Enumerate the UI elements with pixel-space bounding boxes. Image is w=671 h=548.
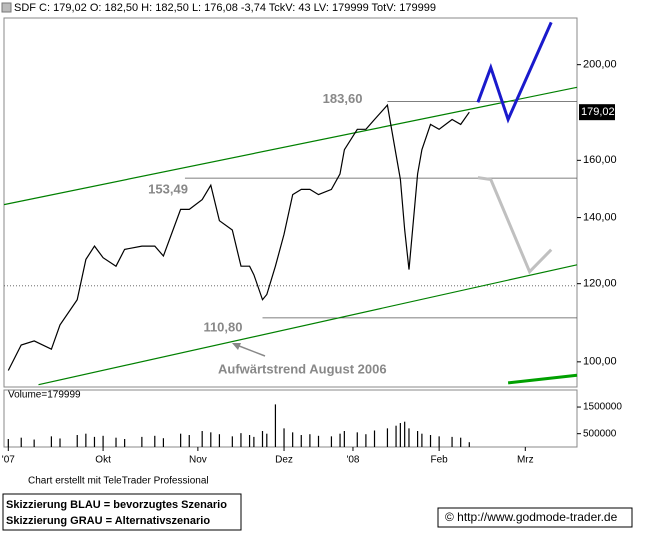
volume-bar (343, 431, 345, 447)
y-tick-label: 1500000 (583, 402, 622, 413)
volume-bar (231, 436, 233, 447)
volume-bar (124, 439, 126, 447)
volume-bar (283, 428, 285, 447)
copyright: © http://www.godmode-trader.de (445, 510, 618, 524)
y-tick-label: 160,00 (583, 154, 617, 166)
volume-bar (386, 428, 389, 447)
y-tick-label: 120,00 (583, 278, 617, 290)
volume-bar (218, 434, 221, 447)
volume-bar (274, 404, 277, 447)
volume-bar (93, 436, 96, 447)
x-tick-label: Dez (275, 455, 293, 466)
volume-bar (115, 437, 117, 447)
y-tick-label: 140,00 (583, 211, 617, 223)
volume-bar (85, 433, 87, 447)
x-tick-label: '08 (346, 455, 359, 466)
volume-bar (365, 434, 367, 447)
volume-panel (3, 389, 578, 448)
volume-bar (253, 436, 255, 447)
volume-bar (20, 437, 22, 447)
volume-bar (102, 435, 104, 447)
level-label: 110,80 (203, 319, 242, 334)
volume-bar (248, 435, 251, 447)
legend-box (2, 493, 242, 531)
volume-bar (438, 436, 440, 447)
volume-bar (451, 436, 453, 447)
x-tick-label: Nov (189, 455, 207, 466)
trend-label: Aufwärtstrend August 2006 (218, 361, 387, 376)
trend-line (476, 21, 553, 124)
level-label: 153,49 (148, 182, 188, 197)
volume-bar (50, 436, 52, 447)
volume-bar (356, 432, 358, 447)
volume-bar (76, 435, 78, 447)
copyright-box (437, 507, 633, 528)
trend-line (507, 373, 578, 385)
volume-bar (339, 433, 341, 447)
volume-bar (330, 436, 333, 447)
legend-line: Skizzierung BLAU = bevorzugtes Szenario (6, 499, 227, 511)
volume-bar (210, 432, 212, 447)
legend-line: Skizzierung GRAU = Alternativszenario (6, 515, 210, 527)
volume-bar (317, 435, 320, 447)
volume-bar (59, 438, 61, 447)
price-tag (579, 104, 615, 121)
volume-bar (373, 430, 376, 447)
trend-line (3, 86, 578, 206)
y-tick-label: 200,00 (583, 59, 617, 71)
header-icon (1, 2, 12, 13)
x-tick-label: Mrz (517, 455, 534, 466)
volume-bar (399, 423, 401, 447)
volume-bar (416, 431, 419, 447)
level-label: 183,60 (323, 91, 363, 106)
volume-bar (460, 437, 462, 447)
volume-bar (292, 432, 294, 447)
volume-label: Volume=179999 (8, 390, 81, 401)
y-tick-label: 100,00 (583, 356, 617, 368)
price-line (7, 103, 470, 371)
price-tag-label: 179,02 (581, 106, 615, 118)
volume-bar (162, 438, 165, 447)
volume-bar (33, 439, 35, 447)
volume-bar (404, 421, 406, 447)
volume-bar (201, 431, 203, 447)
x-tick-label: Feb (431, 455, 449, 466)
x-tick-label: '07 (2, 455, 15, 466)
volume-bar (180, 433, 182, 447)
volume-bar (188, 435, 190, 447)
trend-line (38, 264, 578, 386)
x-tick-label: Okt (95, 455, 111, 466)
trend-line (477, 176, 553, 275)
volume-bar (309, 434, 311, 447)
volume-bar (154, 435, 156, 447)
volume-bar (300, 435, 302, 447)
volume-bar (141, 436, 143, 447)
header: SDF C: 179,02 O: 182,50 H: 182,50 L: 176… (14, 2, 436, 14)
volume-bar (395, 425, 397, 447)
volume-bar (468, 442, 470, 447)
trend-arrow-head (232, 343, 241, 350)
volume-bar (240, 433, 242, 447)
volume-bar (7, 439, 9, 447)
volume-bar (421, 433, 423, 447)
volume-bar (266, 433, 268, 447)
volume-bar (261, 431, 264, 447)
volume-bar (408, 428, 410, 447)
y-tick-label: 500000 (583, 428, 617, 439)
footer: Chart erstellt mit TeleTrader Profession… (28, 476, 209, 487)
volume-bar (429, 435, 432, 447)
